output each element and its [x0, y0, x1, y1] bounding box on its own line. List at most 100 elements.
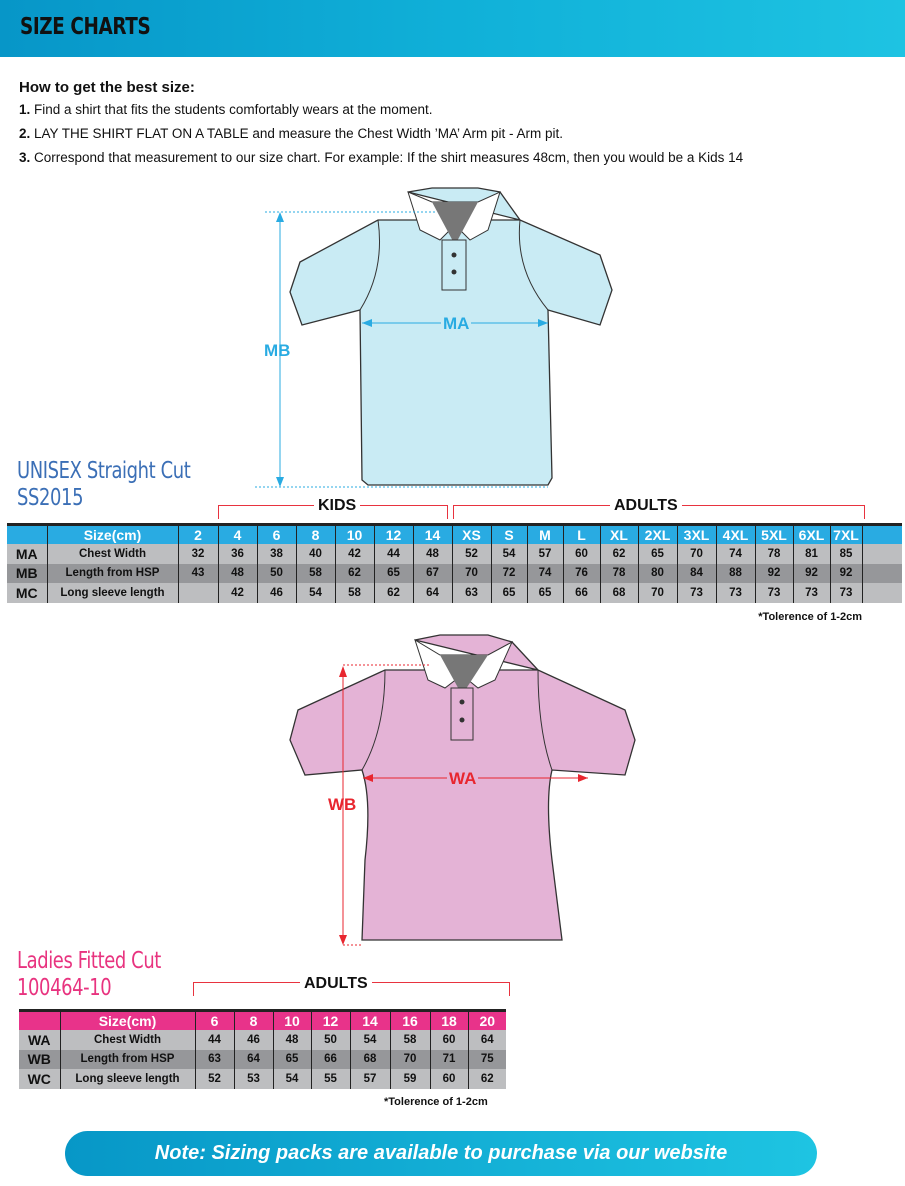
unisex-title: UNISEX Straight Cut SS2015 [17, 458, 191, 512]
size-header-cell: 16 [389, 1010, 430, 1030]
measurement-cell [177, 583, 218, 603]
size-header-cell [19, 1010, 60, 1030]
measurement-cell: 92 [829, 563, 862, 583]
measurement-cell: 36 [217, 544, 257, 564]
header-bar: SIZE CHARTS [0, 0, 905, 57]
measure-code: WB [19, 1049, 60, 1069]
measurement-cell: 64 [467, 1030, 506, 1050]
size-header-cell: 6XL [792, 524, 830, 544]
measurement-cell [861, 563, 902, 583]
measurement-cell: 62 [373, 583, 413, 603]
measurement-cell [861, 583, 902, 603]
sizing-packs-note: Note: Sizing packs are available to purc… [65, 1131, 817, 1176]
measure-code: WA [19, 1030, 60, 1050]
step-text: Find a shirt that fits the students comf… [34, 102, 433, 117]
ladies-size-table: Size(cm) 6 8 10 12 14 16 18 20 WA Chest Width 44 46 4… [19, 1009, 506, 1089]
wa-label: WA [447, 769, 479, 789]
measurement-cell: 54 [490, 544, 527, 564]
measurement-cell: 78 [599, 563, 638, 583]
measurement-cell: 63 [451, 583, 491, 603]
table-row: WA Chest Width 44 46 48 50 54 58 60 64 [19, 1030, 506, 1050]
measurement-cell: 70 [451, 563, 491, 583]
size-header-cell: 12 [310, 1010, 350, 1030]
measure-code: MB [7, 563, 47, 583]
measurement-cell: 50 [310, 1030, 350, 1050]
size-header-cell: XS [451, 524, 491, 544]
measurement-cell: 68 [349, 1049, 390, 1069]
measurement-cell: 57 [349, 1069, 390, 1089]
measurement-cell: 44 [194, 1030, 234, 1050]
measurement-cell: 70 [389, 1049, 430, 1069]
measurement-cell: 73 [792, 583, 830, 603]
size-header-cell: 10 [334, 524, 374, 544]
ladies-title: Ladies Fitted Cut 100464-10 [17, 948, 161, 1002]
measurement-cell: 52 [194, 1069, 234, 1089]
measurement-cell: 65 [637, 544, 677, 564]
step-number: 3. [19, 150, 31, 165]
measurement-cell: 74 [715, 544, 755, 564]
measurement-cell: 73 [829, 583, 862, 603]
step-text: Correspond that measurement to our size … [34, 150, 744, 165]
measurement-cell: 60 [562, 544, 600, 564]
table-row: MB Length from HSP 43 48 50 58 62 65 67 70 72 74 76 7… [7, 563, 902, 583]
kids-group-label: KIDS [314, 497, 361, 515]
measurement-cell: 68 [599, 583, 638, 603]
measurement-cell: 75 [467, 1049, 506, 1069]
size-header-cell: 8 [295, 524, 335, 544]
measurement-cell: 64 [412, 583, 452, 603]
page-title: SIZE CHARTS [20, 14, 151, 40]
measurement-cell: 54 [349, 1030, 390, 1050]
product-code: SS2015 [17, 485, 84, 511]
size-header-cell: 6 [194, 1010, 234, 1030]
measurement-cell: 53 [233, 1069, 273, 1089]
wb-label: WB [328, 795, 357, 814]
instruction-step: 1. Find a shirt that fits the students c… [19, 102, 432, 117]
instructions-heading: How to get the best size: [19, 79, 195, 96]
measurement-cell: 52 [451, 544, 491, 564]
measure-name: Chest Width [59, 1030, 195, 1050]
measurement-cell: 62 [599, 544, 638, 564]
measurement-cell: 48 [272, 1030, 311, 1050]
measurement-cell: 59 [389, 1069, 430, 1089]
measurement-cell: 71 [429, 1049, 468, 1069]
measurement-cell: 84 [676, 563, 716, 583]
size-header-cell: 8 [233, 1010, 273, 1030]
measurement-cell: 32 [177, 544, 218, 564]
measurement-cell: 92 [792, 563, 830, 583]
measurement-cell: 57 [526, 544, 563, 564]
size-header-cell: 2 [177, 524, 218, 544]
ma-label: MA [441, 314, 472, 334]
step-text: LAY THE SHIRT FLAT ON A TABLE and measur… [34, 126, 563, 141]
measurement-cell: 50 [256, 563, 296, 583]
unisex-tolerance-note: *Tolerence of 1-2cm [758, 611, 862, 623]
measurement-cell: 55 [310, 1069, 350, 1089]
size-header-cell [861, 524, 902, 544]
measurement-cell: 42 [217, 583, 257, 603]
size-header-cell: 14 [412, 524, 452, 544]
measurement-cell: 54 [272, 1069, 311, 1089]
measurement-cell: 73 [715, 583, 755, 603]
measurement-cell: 43 [177, 563, 218, 583]
size-header-cell [7, 524, 47, 544]
measure-name: Length from HSP [46, 563, 178, 583]
measurement-cell: 60 [429, 1030, 468, 1050]
ladies-tolerance-note: *Tolerence of 1-2cm [384, 1096, 488, 1108]
table-row: MC Long sleeve length 42 46 54 58 62 64 63 65 65 66… [7, 583, 902, 603]
measurement-cell: 62 [467, 1069, 506, 1089]
measurement-cell: 62 [334, 563, 374, 583]
measurement-cell: 65 [272, 1049, 311, 1069]
measurement-cell: 65 [373, 563, 413, 583]
measurement-cell: 78 [754, 544, 793, 564]
size-header-cell: 3XL [676, 524, 716, 544]
measurement-cell: 46 [233, 1030, 273, 1050]
measurement-cell: 73 [754, 583, 793, 603]
table-row: MA Chest Width 32 36 38 40 42 44 48 52 54 57 60 62 65 7… [7, 544, 902, 564]
measure-code: WC [19, 1069, 60, 1089]
size-header-cell: Size(cm) [46, 524, 178, 544]
size-header-cell: 14 [349, 1010, 390, 1030]
measurement-cell: 73 [676, 583, 716, 603]
size-header-cell: 5XL [754, 524, 793, 544]
size-header-cell: S [490, 524, 527, 544]
product-code: 100464-10 [17, 975, 112, 1001]
size-header-cell: 6 [256, 524, 296, 544]
